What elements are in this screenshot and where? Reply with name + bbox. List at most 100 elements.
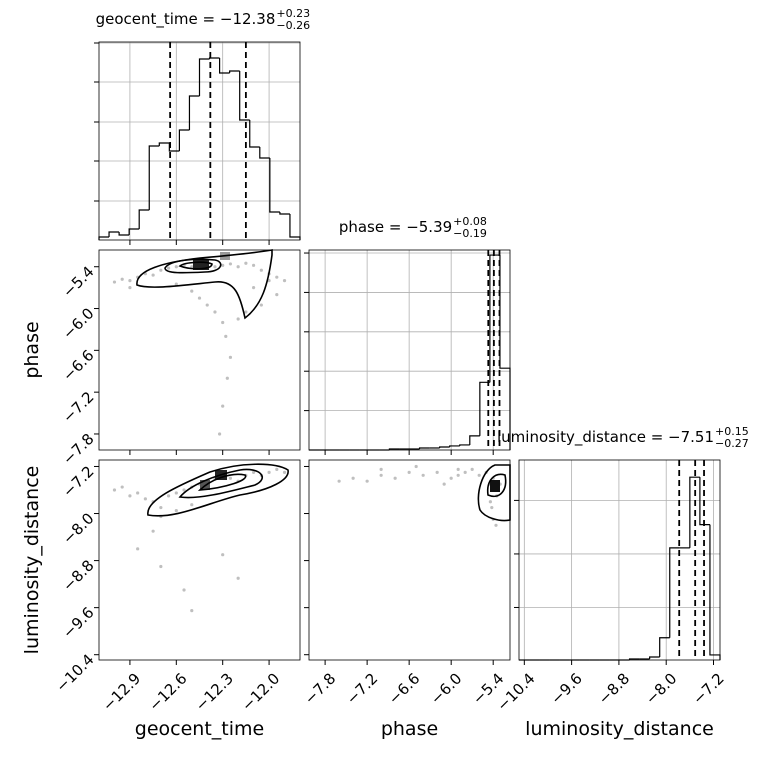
sample-point bbox=[244, 310, 248, 314]
sample-point bbox=[456, 467, 460, 472]
sample-point bbox=[259, 268, 263, 272]
panel-title: luminosity_distance = −7.51 bbox=[497, 428, 714, 447]
histogram-bin bbox=[198, 58, 210, 96]
histogram-bin bbox=[279, 212, 290, 215]
sample-point bbox=[174, 508, 178, 513]
panel-frame bbox=[98, 249, 301, 451]
sample-point bbox=[159, 268, 163, 272]
histogram-bin bbox=[138, 209, 150, 229]
sample-point bbox=[224, 334, 228, 339]
title-lower: −0.26 bbox=[276, 19, 310, 32]
histogram-bin bbox=[158, 142, 170, 146]
sample-point bbox=[236, 265, 240, 269]
histogram-bin bbox=[669, 547, 680, 638]
title-upper: +0.08 bbox=[453, 215, 487, 228]
density-cell bbox=[193, 260, 209, 270]
title-upper: +0.23 bbox=[276, 7, 310, 20]
sample-point bbox=[112, 280, 117, 284]
histogram-bin bbox=[269, 158, 280, 213]
panel-frame bbox=[308, 249, 511, 451]
histogram-bin bbox=[108, 231, 120, 237]
histogram-bin bbox=[249, 120, 260, 148]
title-upper: +0.15 bbox=[715, 425, 749, 438]
sample-point bbox=[221, 553, 225, 557]
sample-point bbox=[120, 485, 124, 489]
sample-point bbox=[379, 467, 383, 472]
sample-point bbox=[128, 286, 132, 290]
sample-point bbox=[275, 292, 279, 297]
sample-point bbox=[213, 265, 217, 269]
sample-point bbox=[213, 310, 217, 314]
panel-frame bbox=[308, 459, 511, 661]
sample-point bbox=[190, 289, 194, 293]
sample-point bbox=[351, 476, 355, 480]
contour bbox=[178, 468, 263, 499]
sample-point bbox=[166, 494, 171, 498]
sample-point bbox=[151, 273, 155, 277]
sample-point bbox=[365, 479, 369, 483]
contours bbox=[136, 249, 511, 522]
sample-point bbox=[174, 265, 178, 269]
histogram-bin bbox=[649, 656, 660, 659]
sample-point bbox=[267, 470, 271, 474]
sample-point bbox=[221, 320, 225, 325]
histogram-bin bbox=[659, 637, 670, 657]
histogram-bin bbox=[449, 445, 460, 447]
histogram-bin bbox=[229, 70, 240, 73]
sample-point bbox=[205, 303, 209, 307]
x-axis-label: phase bbox=[381, 718, 438, 740]
x-axis-label: geocent_time bbox=[135, 718, 264, 740]
sample-point bbox=[190, 608, 194, 613]
sample-point bbox=[477, 473, 481, 477]
sample-point bbox=[112, 488, 117, 492]
histogram-bin bbox=[459, 444, 470, 446]
sample-point bbox=[159, 506, 163, 510]
histogram-bin bbox=[178, 129, 190, 151]
sample-point bbox=[337, 479, 341, 483]
panel-frame bbox=[98, 41, 301, 241]
panel-frame bbox=[98, 459, 301, 661]
sample-point bbox=[120, 277, 124, 281]
sample-point bbox=[470, 467, 474, 472]
sample-point bbox=[221, 263, 225, 267]
histogram-bin bbox=[689, 476, 700, 548]
histogram-bin bbox=[239, 71, 250, 121]
sample-point bbox=[463, 470, 467, 474]
y-axis-label: phase bbox=[21, 321, 43, 378]
sample-point bbox=[174, 282, 178, 286]
histogram-bin bbox=[479, 381, 490, 436]
contour bbox=[164, 258, 222, 274]
sample-point bbox=[435, 470, 439, 474]
contour bbox=[486, 473, 507, 497]
histogram-bin bbox=[489, 254, 500, 383]
sample-point bbox=[449, 476, 453, 480]
sample-point bbox=[259, 303, 263, 307]
sample-point bbox=[218, 432, 222, 436]
contour bbox=[147, 463, 289, 517]
sample-point bbox=[228, 355, 233, 359]
sample-point bbox=[494, 523, 498, 527]
sample-point bbox=[282, 279, 287, 283]
sample-point bbox=[244, 261, 248, 265]
sample-point bbox=[275, 467, 279, 472]
sample-point bbox=[252, 286, 256, 290]
contour bbox=[477, 464, 511, 522]
sample-point bbox=[182, 488, 186, 492]
sample-point bbox=[136, 547, 140, 551]
sample-point bbox=[267, 279, 271, 283]
sample-point bbox=[221, 404, 225, 408]
histogram-bin bbox=[699, 477, 710, 526]
histogram-bin bbox=[418, 447, 430, 449]
density-cell bbox=[490, 480, 500, 492]
sample-point bbox=[393, 476, 397, 480]
sample-point bbox=[252, 470, 256, 474]
sample-point bbox=[228, 476, 233, 480]
histogram-bin bbox=[128, 228, 140, 235]
contour bbox=[178, 261, 213, 270]
sample-point bbox=[252, 263, 256, 267]
sample-point bbox=[379, 473, 383, 477]
title-lower: −0.19 bbox=[453, 227, 487, 240]
sample-point bbox=[282, 470, 287, 474]
